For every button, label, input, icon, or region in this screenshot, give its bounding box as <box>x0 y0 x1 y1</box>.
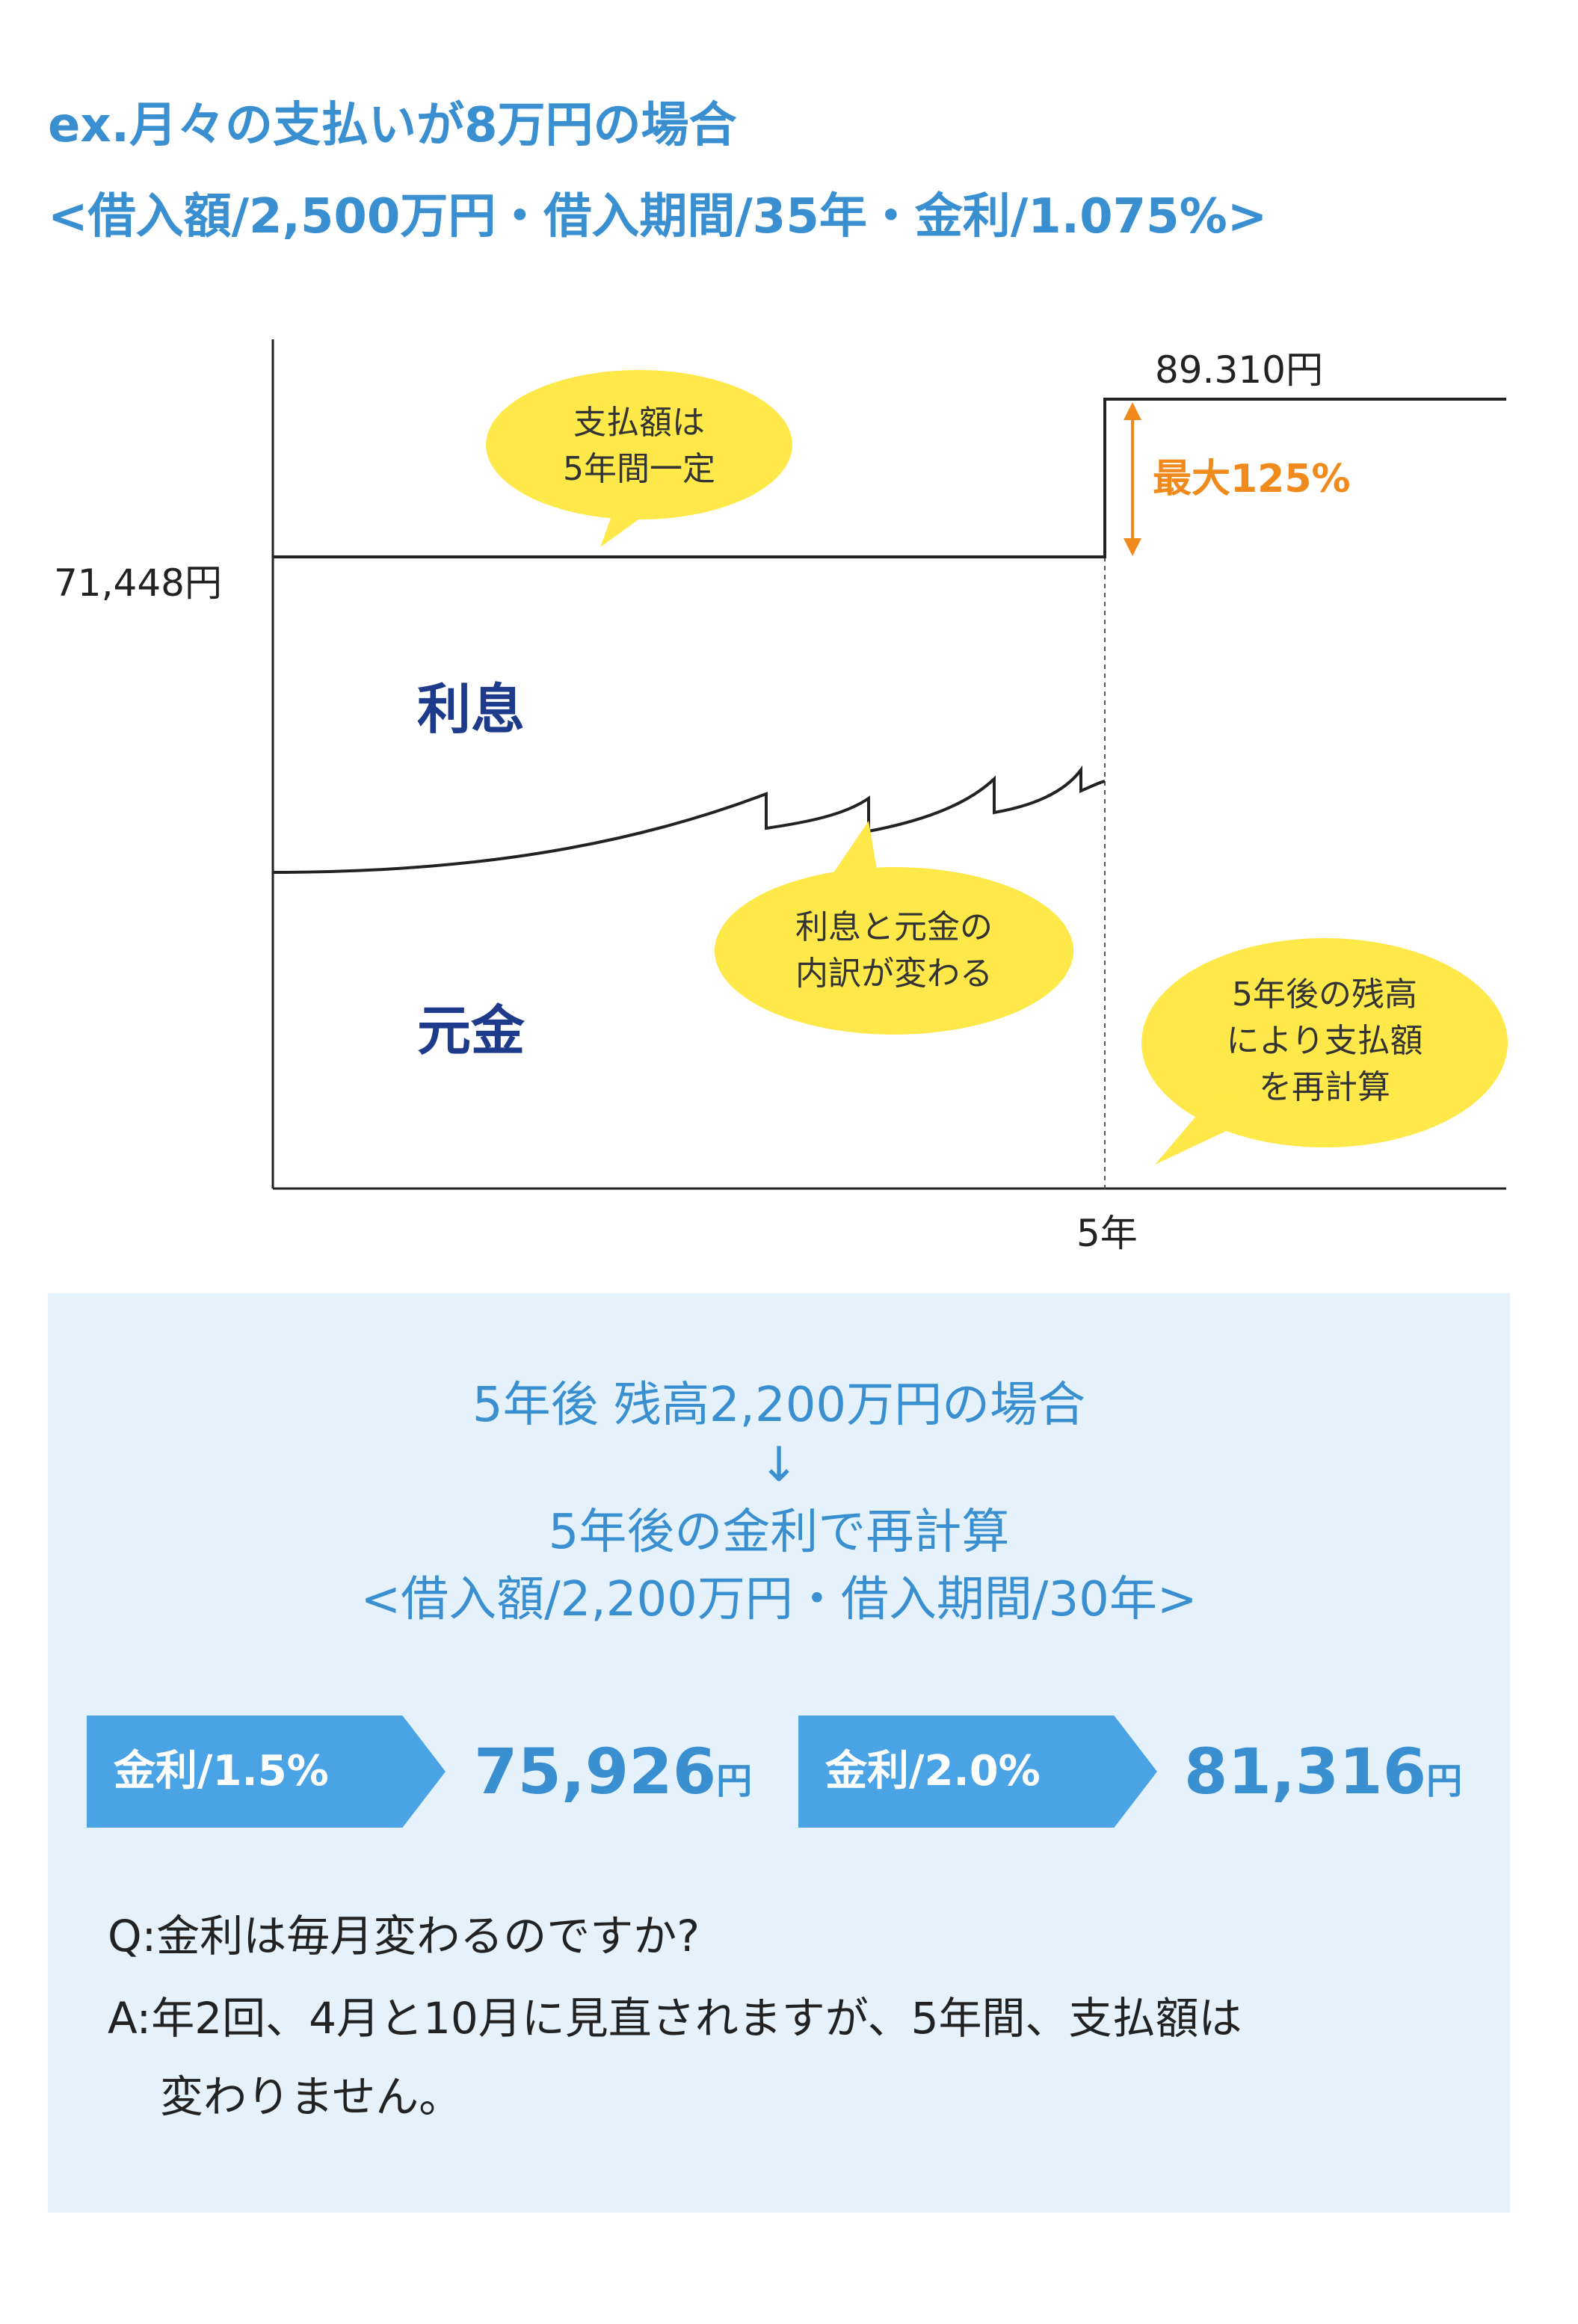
panel-line-2: 5年後の金利で再計算 <box>548 1505 1010 1560</box>
max-increase-label: 最大125% <box>1153 457 1351 502</box>
increase-arrow-bottom-head <box>1124 538 1141 556</box>
bubble-fixed-payment-line-2: 5年間一定 <box>563 450 715 488</box>
bubble-breakdown-changes-line-1: 利息と元金の <box>795 908 993 946</box>
panel-arrow: ↓ <box>759 1437 799 1493</box>
increase-arrow-top-head <box>1124 402 1141 420</box>
bubble-fixed-payment <box>486 370 792 547</box>
panel-line-1: 5年後 残高2,200万円の場合 <box>472 1378 1086 1433</box>
bubble-breakdown-changes-text: 利息と元金の 内訳が変わる <box>745 904 1044 997</box>
before-payment-label: 71,448円 <box>54 561 222 605</box>
header-line-1: ex.月々の支払いが8万円の場合 <box>48 98 737 153</box>
panel-line-3: <借入額/2,200万円・借入期間/30年> <box>360 1572 1198 1627</box>
bubble-recalculation-line-1: 5年後の残高 <box>1232 975 1417 1014</box>
principal-area-label: 元金 <box>417 999 526 1062</box>
bubble-recalculation-line-3: を再計算 <box>1259 1068 1390 1106</box>
interest-principal-curve <box>272 765 1106 874</box>
rate-amount-1-value: 75,926 <box>474 1735 717 1808</box>
rate-amount-2: 81,316円 <box>1184 1716 1462 1837</box>
answer-line-2: 変わりません。 <box>160 2071 463 2122</box>
bubble-fixed-payment-line-1: 支払額は <box>573 404 705 442</box>
rate-amount-2-unit: 円 <box>1426 1760 1463 1802</box>
rate-tag-2: 金利/2.0% <box>798 1716 1157 1828</box>
rate-tag-1: 金利/1.5% <box>87 1716 446 1828</box>
payment-diagram <box>271 339 1508 1190</box>
interest-area-label: 利息 <box>417 678 526 741</box>
x-tick-5-years: 5年 <box>1076 1212 1138 1255</box>
bubble-recalculation-line-2: により支払額 <box>1226 1022 1423 1060</box>
answer-line-1: A:年2回、4月と10月に見直されますが、5年間、支払額は <box>108 1993 1242 2044</box>
question-text: Q:金利は毎月変わるのですか? <box>108 1911 700 1961</box>
after-payment-label: 89.310円 <box>1155 348 1323 392</box>
bubble-recalculation <box>1141 938 1508 1165</box>
rate-amount-1: 75,926円 <box>474 1716 752 1837</box>
bubble-fixed-payment-text: 支払額は 5年間一定 <box>490 400 789 493</box>
bubble-recalculation-text: 5年後の残高 により支払額 を再計算 <box>1175 972 1474 1111</box>
bubble-breakdown-changes-line-2: 内訳が変わる <box>795 955 993 993</box>
payment-line <box>273 398 1506 558</box>
rate-amount-2-value: 81,316 <box>1184 1735 1427 1808</box>
header-line-2: <借入額/2,500万円・借入期間/35年・金利/1.075%> <box>48 189 1268 244</box>
rate-amount-1-unit: 円 <box>716 1760 753 1802</box>
recalculation-panel: 5年後 残高2,200万円の場合 ↓ 5年後の金利で再計算 <借入額/2,200… <box>48 1293 1510 2213</box>
bubble-breakdown-changes <box>715 821 1073 1035</box>
